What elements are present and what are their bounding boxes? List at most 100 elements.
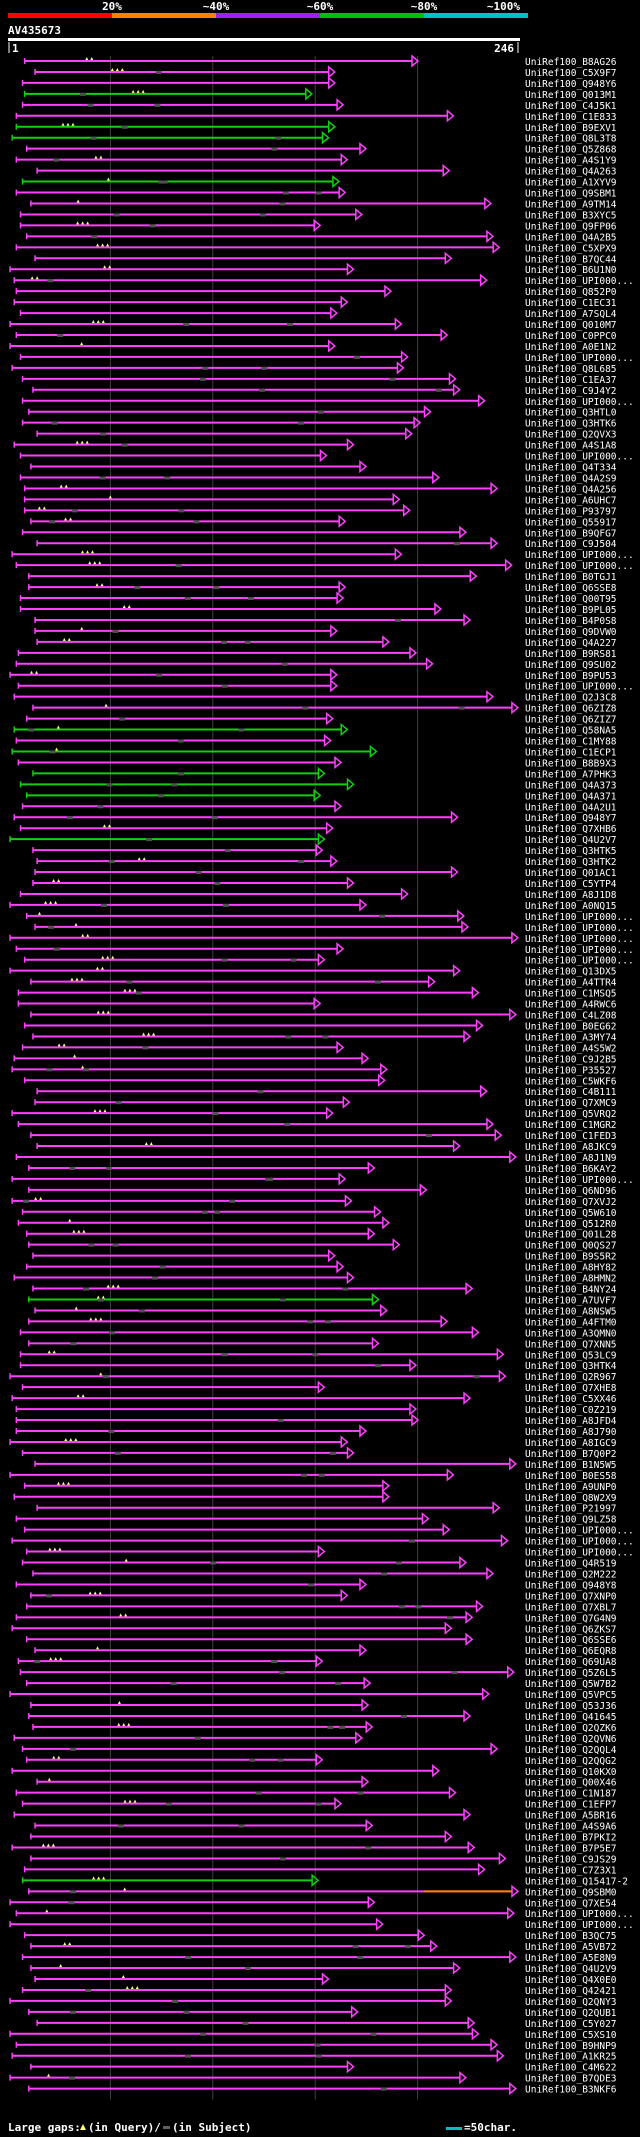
hit-name[interactable]: UniRef100_Q7XMC9 [525, 1098, 617, 1109]
hit-name[interactable]: UniRef100_Q3HTL0 [525, 408, 617, 419]
hit-name[interactable]: UniRef100_Q8L3T8 [525, 134, 617, 145]
hit-name[interactable]: UniRef100_C4J5K1 [525, 101, 617, 112]
hit-name[interactable]: UniRef100_Q948Y6 [525, 79, 617, 90]
hit-name[interactable]: UniRef100_Q3HTK5 [525, 846, 617, 857]
hit-name[interactable]: UniRef100_Q852P0 [525, 287, 617, 298]
hit-name[interactable]: UniRef100_B7P5E7 [525, 1843, 617, 1854]
hit-name[interactable]: UniRef100_B9QFG7 [525, 528, 617, 539]
hit-name[interactable]: UniRef100_P35527 [525, 1065, 617, 1076]
hit-name[interactable]: UniRef100_Q4A371 [525, 791, 617, 802]
hit-name[interactable]: UniRef100_Q010M7 [525, 320, 617, 331]
hit-name[interactable]: UniRef100_A5VB72 [525, 1942, 617, 1953]
hit-name[interactable]: UniRef100_Q2QVN6 [525, 1734, 617, 1745]
hit-name[interactable]: UniRef100_C5WKF6 [525, 1076, 617, 1087]
hit-name[interactable]: UniRef100_A4S9A6 [525, 1822, 617, 1833]
hit-name[interactable]: UniRef100_UPI000... [525, 956, 634, 967]
hit-name[interactable]: UniRef100_A4S5W2 [525, 1043, 617, 1054]
hit-name[interactable]: UniRef100_C0PPC0 [525, 331, 617, 342]
hit-name[interactable]: UniRef100_Q2J3C8 [525, 693, 617, 704]
hit-name[interactable]: UniRef100_C1EC31 [525, 298, 617, 309]
hit-name[interactable]: UniRef100_A4FTM0 [525, 1317, 617, 1328]
hit-name[interactable]: UniRef100_C1EA37 [525, 375, 617, 386]
hit-name[interactable]: UniRef100_B9PU53 [525, 671, 617, 682]
hit-name[interactable]: UniRef100_A4S1A8 [525, 441, 617, 452]
hit-name[interactable]: UniRef100_Q10KX0 [525, 1767, 617, 1778]
hit-name[interactable]: UniRef100_C1ECP1 [525, 747, 617, 758]
hit-name[interactable]: UniRef100_A3QMN0 [525, 1328, 617, 1339]
hit-name[interactable]: UniRef100_Q2QVX3 [525, 430, 617, 441]
hit-name[interactable]: UniRef100_Q4A256 [525, 484, 617, 495]
hit-name[interactable]: UniRef100_C9JS29 [525, 1854, 617, 1865]
hit-name[interactable]: UniRef100_UPI000... [525, 934, 634, 945]
hit-name[interactable]: UniRef100_Q5VPC5 [525, 1690, 617, 1701]
hit-name[interactable]: UniRef100_A8J1N9 [525, 1153, 617, 1164]
hit-name[interactable]: UniRef100_Q4U2V7 [525, 835, 617, 846]
hit-name[interactable]: UniRef100_C1FED3 [525, 1131, 617, 1142]
hit-name[interactable]: UniRef100_Q8W2X9 [525, 1493, 617, 1504]
hit-name[interactable]: UniRef100_Q58NA5 [525, 726, 617, 737]
hit-name[interactable]: UniRef100_Q948Y8 [525, 1580, 617, 1591]
hit-name[interactable]: UniRef100_Q6ZIZ8 [525, 704, 617, 715]
hit-name[interactable]: UniRef100_A8NSW5 [525, 1306, 617, 1317]
hit-name[interactable]: UniRef100_B9EXV1 [525, 123, 617, 134]
hit-name[interactable]: UniRef100_Q15417-2 [525, 1876, 628, 1887]
hit-name[interactable]: UniRef100_UPI000... [525, 1175, 634, 1186]
hit-name[interactable]: UniRef100_UPI000... [525, 912, 634, 923]
hit-name[interactable]: UniRef100_Q0QS27 [525, 1241, 617, 1252]
hit-name[interactable]: UniRef100_Q9LZ58 [525, 1515, 617, 1526]
hit-name[interactable]: UniRef100_Q4T334 [525, 463, 617, 474]
hit-name[interactable]: UniRef100_A9TM14 [525, 199, 617, 210]
hit-name[interactable]: UniRef100_A6UHC7 [525, 495, 617, 506]
hit-name[interactable]: UniRef100_B3NKF6 [525, 2085, 617, 2096]
hit-name[interactable]: UniRef100_B9RS81 [525, 649, 617, 660]
hit-name[interactable]: UniRef100_C4B111 [525, 1087, 617, 1098]
hit-name[interactable]: UniRef100_B6KAY2 [525, 1164, 617, 1175]
hit-name[interactable]: UniRef100_A5E8N9 [525, 1953, 617, 1964]
hit-name[interactable]: UniRef100_Q6SSE8 [525, 583, 617, 594]
hit-name[interactable]: UniRef100_A3MY74 [525, 1032, 617, 1043]
hit-name[interactable]: UniRef100_Q6ZIZ7 [525, 715, 617, 726]
hit-name[interactable]: UniRef100_B9PL05 [525, 605, 617, 616]
hit-name[interactable]: UniRef100_C1MY88 [525, 737, 617, 748]
hit-name[interactable]: UniRef100_Q9SBM1 [525, 189, 617, 200]
hit-name[interactable]: UniRef100_C1MGR2 [525, 1120, 617, 1131]
hit-name[interactable]: UniRef100_C5XPX9 [525, 243, 617, 254]
hit-name[interactable]: UniRef100_Q2QUB1 [525, 2008, 617, 2019]
hit-name[interactable]: UniRef100_A0E1N2 [525, 342, 617, 353]
hit-name[interactable]: UniRef100_B7QDE3 [525, 2074, 617, 2085]
hit-name[interactable]: UniRef100_Q7XHB6 [525, 824, 617, 835]
hit-name[interactable]: UniRef100_UPI000... [525, 1537, 634, 1548]
hit-name[interactable]: UniRef100_B3QC75 [525, 1931, 617, 1942]
hit-name[interactable]: UniRef100_Q2QQL4 [525, 1745, 617, 1756]
hit-name[interactable]: UniRef100_A0NQ15 [525, 901, 617, 912]
hit-name[interactable]: UniRef100_B7QC44 [525, 254, 617, 265]
hit-name[interactable]: UniRef100_Q9SBM0 [525, 1887, 617, 1898]
hit-name[interactable]: UniRef100_C1EFP7 [525, 1800, 617, 1811]
hit-name[interactable]: UniRef100_Q3HTK2 [525, 857, 617, 868]
hit-name[interactable]: UniRef100_B9HNP9 [525, 2041, 617, 2052]
hit-name[interactable]: UniRef100_A7PHK3 [525, 769, 617, 780]
hit-name[interactable]: UniRef100_Q4A373 [525, 780, 617, 791]
hit-name[interactable]: UniRef100_Q7XVJ2 [525, 1197, 617, 1208]
hit-name[interactable]: UniRef100_Q3HTK4 [525, 1361, 617, 1372]
hit-name[interactable]: UniRef100_C5XS10 [525, 2030, 617, 2041]
hit-name[interactable]: UniRef100_Q7XBL7 [525, 1602, 617, 1613]
hit-name[interactable]: UniRef100_UPI000... [525, 276, 634, 287]
hit-name[interactable]: UniRef100_Q2M222 [525, 1569, 617, 1580]
hit-name[interactable]: UniRef100_Q7XE54 [525, 1898, 617, 1909]
hit-name[interactable]: UniRef100_C5YTP4 [525, 879, 617, 890]
hit-name[interactable]: UniRef100_B8B9X3 [525, 758, 617, 769]
hit-name[interactable]: UniRef100_C5Y027 [525, 2019, 617, 2030]
hit-name[interactable]: UniRef100_Q5W7B2 [525, 1679, 617, 1690]
hit-name[interactable]: UniRef100_C1N187 [525, 1789, 617, 1800]
hit-name[interactable]: UniRef100_A5BR16 [525, 1811, 617, 1822]
hit-name[interactable]: UniRef100_A8HMN2 [525, 1274, 617, 1285]
hit-name[interactable]: UniRef100_A8JFD4 [525, 1416, 617, 1427]
hit-name[interactable]: UniRef100_Q41645 [525, 1712, 617, 1723]
hit-name[interactable]: UniRef100_Q4X0E0 [525, 1975, 617, 1986]
hit-name[interactable]: UniRef100_A1KR25 [525, 2052, 617, 2063]
hit-name[interactable]: UniRef100_B1N5W5 [525, 1460, 617, 1471]
hit-name[interactable]: UniRef100_C1MSQ5 [525, 989, 617, 1000]
hit-name[interactable]: UniRef100_B3XYC5 [525, 210, 617, 221]
hit-name[interactable]: UniRef100_UPI000... [525, 1548, 634, 1559]
